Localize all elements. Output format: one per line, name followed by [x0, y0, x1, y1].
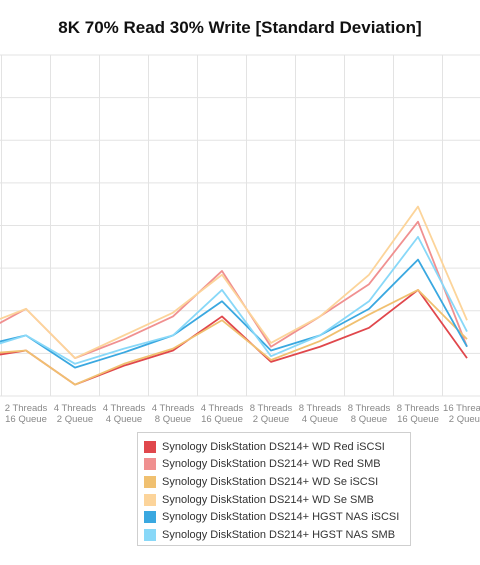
chart-legend: Synology DiskStation DS214+ WD Red iSCSI… [137, 432, 411, 546]
series-line-6 [0, 235, 468, 365]
legend-label: Synology DiskStation DS214+ HGST NAS iSC… [162, 511, 400, 524]
chart-title: 8K 70% Read 30% Write [Standard Deviatio… [58, 18, 422, 37]
chart-grid [0, 54, 480, 397]
legend-swatch [144, 440, 156, 453]
legend-swatch [144, 475, 156, 488]
x-tick-label: 4 Threads 4 Queue [103, 403, 146, 425]
x-tick-label: 4 Threads 8 Queue [152, 403, 195, 425]
x-tick-label: 8 Threads 4 Queue [299, 403, 342, 425]
x-tick-label: 2 Threads 16 Queue [5, 403, 48, 425]
x-tick-label: 8 Threads 16 Queue [397, 403, 440, 425]
x-tick-label: 4 Threads 16 Queue [201, 403, 244, 425]
series-line-4 [0, 205, 468, 360]
legend-item: Synology DiskStation DS214+ WD Se SMB [144, 491, 410, 509]
chart-series [0, 205, 468, 386]
legend-swatch [144, 458, 156, 471]
legend-item: Synology DiskStation DS214+ WD Red SMB [144, 456, 410, 474]
x-tick-label: 8 Threads 2 Queue [250, 403, 293, 425]
x-tick-label: 8 Threads 8 Queue [348, 403, 391, 425]
legend-label: Synology DiskStation DS214+ WD Se iSCSI [162, 475, 379, 488]
legend-item: Synology DiskStation DS214+ HGST NAS SMB [144, 526, 410, 544]
legend-swatch [144, 511, 156, 524]
series-line-5 [0, 258, 468, 369]
legend-item: Synology DiskStation DS214+ WD Se iSCSI [144, 473, 410, 491]
x-tick-label: 4 Threads 2 Queue [54, 403, 97, 425]
legend-swatch [144, 528, 156, 541]
legend-item: Synology DiskStation DS214+ WD Red iSCSI [144, 438, 410, 456]
legend-item: Synology DiskStation DS214+ HGST NAS iSC… [144, 508, 410, 526]
legend-label: Synology DiskStation DS214+ WD Se SMB [162, 493, 374, 506]
legend-swatch [144, 493, 156, 506]
series-line-3 [0, 289, 468, 386]
legend-label: Synology DiskStation DS214+ HGST NAS SMB [162, 528, 396, 541]
legend-label: Synology DiskStation DS214+ WD Red iSCSI [162, 440, 385, 453]
legend-label: Synology DiskStation DS214+ WD Red SMB [162, 458, 381, 471]
